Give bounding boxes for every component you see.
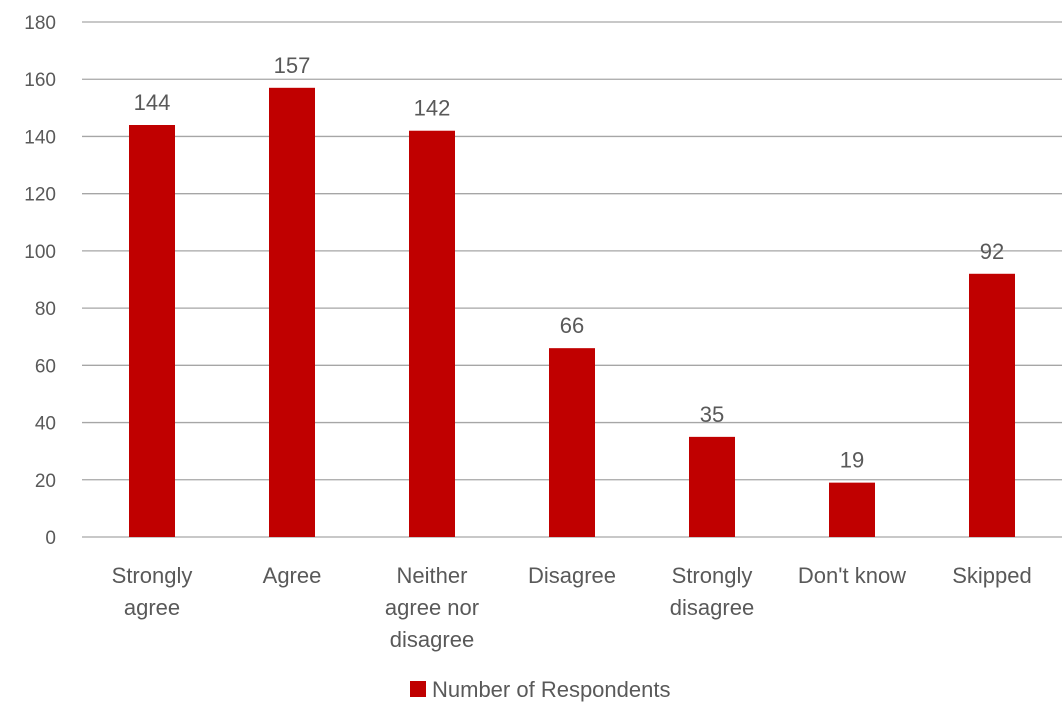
bar	[689, 436, 735, 537]
x-axis-categories: Strongly agree Agree Neither agree nor disagr…	[112, 563, 1032, 652]
bar	[969, 273, 1015, 537]
y-tick-label: 120	[24, 185, 56, 206]
gridlines	[82, 21, 1062, 538]
x-category-label: Skipped	[952, 563, 1032, 588]
y-tick-label: 60	[35, 356, 56, 377]
bar	[549, 348, 595, 537]
bar	[269, 87, 315, 538]
x-category-label: Disagree	[528, 563, 616, 588]
y-axis-ticks: 0 20 40 60 80 100 120 140 160 180	[24, 13, 56, 549]
y-tick-label: 80	[35, 299, 56, 320]
y-tick-label: 40	[35, 414, 56, 435]
bar	[829, 482, 875, 537]
x-category-label: Strongly agree	[112, 563, 193, 620]
data-label: 144	[134, 90, 171, 115]
bar	[129, 125, 175, 537]
legend: Number of Respondents	[410, 677, 670, 702]
legend-label: Number of Respondents	[432, 677, 670, 702]
data-label: 92	[980, 239, 1004, 264]
x-category-label: Neither agree nor disagree	[385, 563, 479, 652]
data-label: 157	[274, 53, 311, 78]
bar	[409, 130, 455, 537]
y-tick-label: 160	[24, 70, 56, 91]
x-category-label: Strongly disagree	[670, 563, 754, 620]
x-category-label: Don't know	[798, 563, 906, 588]
data-label: 35	[700, 402, 724, 427]
y-tick-label: 100	[24, 242, 56, 263]
data-labels: 144 157 142 66 35 19 92	[134, 53, 1005, 473]
data-label: 19	[840, 448, 864, 473]
y-tick-label: 0	[45, 528, 56, 549]
y-tick-label: 140	[24, 127, 56, 148]
y-tick-label: 180	[24, 13, 56, 34]
x-category-label: Agree	[263, 563, 322, 588]
legend-swatch	[410, 681, 426, 697]
bars	[129, 87, 1015, 538]
data-label: 142	[414, 96, 451, 121]
y-tick-label: 20	[35, 471, 56, 492]
data-label: 66	[560, 313, 584, 338]
